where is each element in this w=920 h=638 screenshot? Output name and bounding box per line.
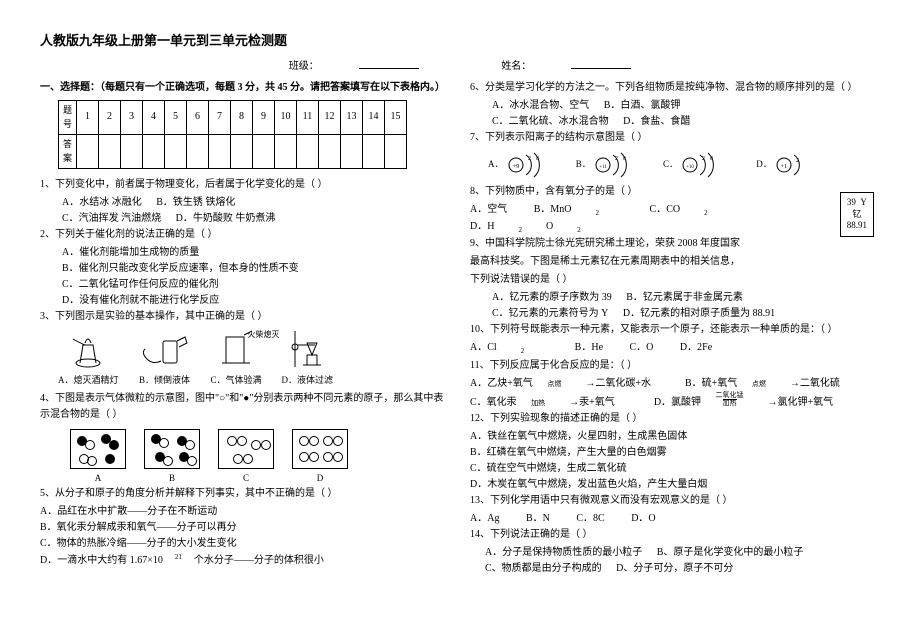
q2-stem: 2、下列关于催化剂的说法正确的是（ ） [40,227,450,243]
q13-stem: 13、下列化学用语中只有微观意义而没有宏观意义的是（ ） [470,493,880,509]
q12-stem: 12、下列实验现象的描述正确的是（ ） [470,411,880,427]
lamp-icon [65,331,111,369]
yttrium-element-box: 39 Y 钇 88.91 [840,192,874,237]
q14-stem: 14、下列说法正确的是（ ） [470,527,880,543]
svg-text:+9: +9 [513,164,519,170]
svg-text:2: 2 [615,156,618,162]
svg-text:+10: +10 [686,165,694,170]
page-title: 人教版九年级上册第一单元到三单元检测题 [40,30,880,49]
q4-boxes [70,429,450,469]
q1-stem: 1、下列变化中，前者属于物理变化，后者属于化学变化的是（ ） [40,177,450,193]
svg-text:2: 2 [702,156,705,162]
svg-text:8: 8 [536,156,539,162]
q7-stem: 7、下列表示阳离子的结构示意图是（ ） [470,130,880,146]
name-row: 班级： 姓名： [40,57,880,72]
left-column: 一、选择题：（每题只有一个正确选项，每题 3 分，共 45 分。请把答案填写在以… [40,80,450,577]
q6-stem: 6、分类是学习化学的方法之一。下列各组物质是按纯净物、混合物的顺序排列的是（ ） [470,80,880,96]
q4-stem: 4、下图是表示气体微粒的示意图，图中"○"和"●"分别表示两种不同元素的原子，那… [40,391,450,423]
filter-icon [287,329,327,369]
svg-text:2: 2 [528,156,531,162]
q3-images: A．熄灭酒精灯 B．倾倒液体 火柴熄灭 C．气体验满 [58,329,450,388]
svg-text:+11: +11 [599,165,607,170]
svg-text:8: 8 [623,156,626,162]
section1-title: 一、选择题：（每题只有一个正确选项，每题 3 分，共 45 分。请把答案填写在以… [40,80,450,96]
svg-text:2: 2 [796,158,799,164]
q5-stem: 5、从分子和原子的角度分析并解释下列事实，其中不正确的是（ ） [40,486,450,502]
answer-table: 题号 12 34 56 78 910 1112 1314 15 答案 [58,100,407,169]
q3-stem: 3、下列图示是实验的基本操作，其中正确的是（ ） [40,309,450,325]
q9-stem1: 9、中国科学院院士徐光宪研究稀土理论，荣获 2008 年度国家 [470,236,880,252]
q8-stem: 8、下列物质中，含有氧分子的是（ ） [470,184,880,200]
right-column: 6、分类是学习化学的方法之一。下列各组物质是按纯净物、混合物的顺序排列的是（ ）… [470,80,880,577]
q7-atoms: A． +928 B． +1128 C． +1028 D． +12 [488,150,880,180]
svg-text:8: 8 [710,156,713,162]
q11-stem: 11、下列反应属于化合反应的是：（ ） [470,358,880,374]
q10-stem: 10、下列符号既能表示一种元素，又能表示一个原子，还能表示一种单质的是：（ ） [470,322,880,338]
svg-text:+1: +1 [781,164,787,170]
pour-icon [139,331,191,369]
